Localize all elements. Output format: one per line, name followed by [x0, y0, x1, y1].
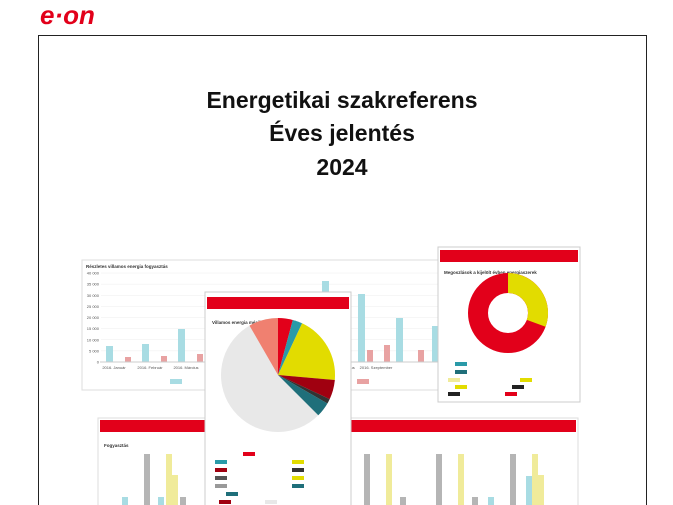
legend-swatch: [170, 379, 182, 384]
pie-card: Villamos energia mérők költségfelosztás: [204, 291, 352, 505]
pie-slice: [278, 323, 336, 380]
y-tick-label: 40 000: [87, 271, 100, 276]
card-title: Részletes villamos energia fogyasztás: [86, 264, 168, 269]
legend-swatch: [357, 379, 369, 384]
donut-card: Megoszlások a kijelölt évben energiaszer…: [437, 246, 581, 403]
y-tick-label: 0: [97, 360, 100, 365]
x-tick-label: 2016. Január: [102, 365, 126, 370]
card-title: Megoszlások a kijelölt évben energiaszer…: [444, 270, 537, 275]
title-line: Éves jelentés: [269, 119, 415, 146]
pie-slice: [278, 375, 330, 404]
y-tick-label: 5 000: [89, 348, 100, 353]
pie-slice: [249, 317, 278, 375]
bars: [125, 345, 424, 362]
title-line: Energetikai szakreferens: [206, 87, 477, 113]
bars: [144, 454, 516, 505]
pie-legend: [215, 452, 304, 504]
y-tick-label: 35 000: [87, 282, 100, 287]
x-tick-label: 2016. Szeptember: [360, 365, 393, 370]
pie-slice: [278, 320, 303, 375]
y-tick-label: 25 000: [87, 304, 100, 309]
y-tick-label: 30 000: [87, 293, 100, 298]
donut-legend: [448, 362, 532, 396]
donut-slice: [507, 273, 548, 327]
bars: [122, 476, 532, 505]
card: [437, 246, 581, 403]
pie-slice: [278, 318, 293, 375]
card-header: [207, 297, 349, 309]
card-header: [440, 250, 578, 262]
x-tick-label: 2016. Február: [137, 365, 163, 370]
logo: e·on: [40, 0, 95, 30]
y-tick-label: 20 000: [87, 315, 100, 320]
pie-slice: [278, 375, 335, 400]
title-line: 2024: [316, 154, 367, 180]
card-title: Villamos energia mérők költségfelosztás: [212, 320, 299, 325]
pie-slice: [278, 375, 328, 416]
card-title: Fogyasztás: [104, 443, 129, 448]
bars: [166, 454, 544, 505]
y-tick-label: 10 000: [87, 337, 100, 342]
y-tick-label: 15 000: [87, 326, 100, 331]
x-tick-label: 2016. Március: [173, 365, 198, 370]
